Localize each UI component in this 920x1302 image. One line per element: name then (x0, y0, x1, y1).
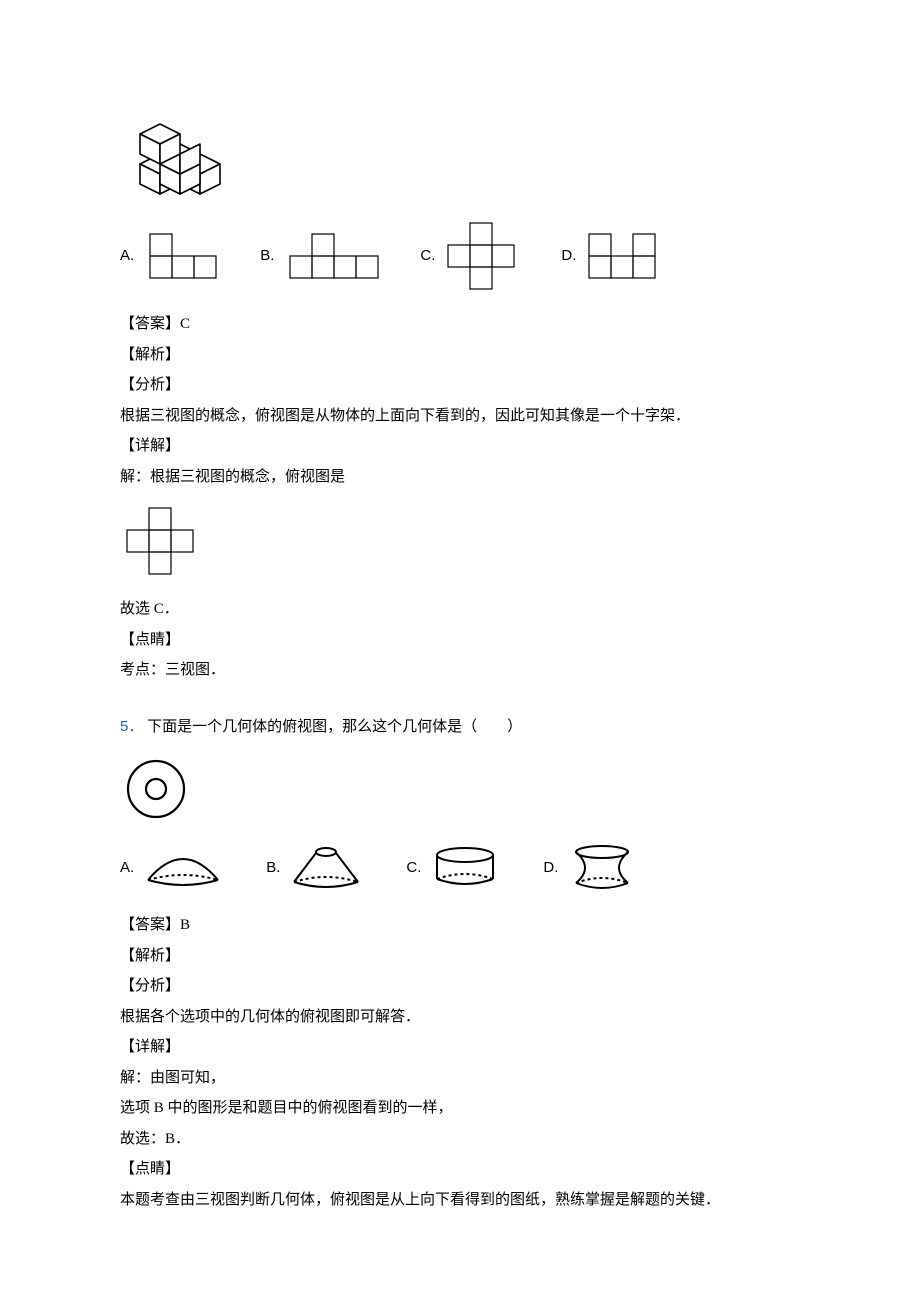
q5-fenxi-label: 【分析】 (120, 972, 800, 1001)
q5-guxuan: 故选：B． (120, 1125, 800, 1154)
q4-option-c: C. (420, 220, 521, 292)
cubes-isometric (120, 102, 240, 202)
q4-option-a-figure (140, 229, 220, 284)
q5-option-a: A. (120, 846, 226, 890)
option-label: D. (561, 242, 576, 271)
q5-option-c: C. (406, 845, 503, 891)
option-label: A. (120, 854, 134, 883)
q5-option-b-figure (286, 844, 366, 892)
q5-option-c-figure (427, 845, 503, 891)
q5-answer-label: 【答案】B (120, 911, 800, 940)
q4-option-a: A. (120, 229, 220, 284)
option-label: A. (120, 242, 134, 271)
option-label: B. (266, 854, 280, 883)
q5-dianjing-label: 【点睛】 (120, 1155, 800, 1184)
q4-options-row: A. B. C. (120, 220, 800, 292)
q4-xiangjie-label: 【详解】 (120, 432, 800, 461)
q5-stem-line: 5． 下面是一个几何体的俯视图，那么这个几何体是（ ） (120, 713, 800, 742)
q5-number: 5． (120, 718, 143, 735)
option-label: C. (420, 242, 435, 271)
q4-guxuan: 故选 C． (120, 595, 800, 624)
q5-xiangjie-line1: 解：由图可知， (120, 1064, 800, 1093)
q4-fenxi-text: 根据三视图的概念，俯视图是从物体的上面向下看到的，因此可知其像是一个十字架． (120, 402, 800, 431)
q5-dianjing-text: 本题考查由三视图判断几何体，俯视图是从上向下看得到的图纸，熟练掌握是解题的关键． (120, 1186, 800, 1215)
q5-top-view-figure (120, 753, 800, 825)
q4-option-d-figure (582, 229, 662, 284)
q4-option-b-figure (280, 229, 380, 284)
q4-option-d: D. (561, 229, 662, 284)
q5-stem-text: 下面是一个几何体的俯视图，那么这个几何体是（ ） (147, 719, 522, 735)
q4-fenxi-label: 【分析】 (120, 371, 800, 400)
q5-option-d: D. (543, 843, 640, 893)
plus-figure (120, 503, 200, 583)
q4-option-b: B. (260, 229, 380, 284)
option-label: D. (543, 854, 558, 883)
q4-answer-label: 【答案】C (120, 310, 800, 339)
option-label: C. (406, 854, 421, 883)
q4-option-c-figure (441, 220, 521, 292)
spacer (120, 687, 800, 711)
q4-jiexi-label: 【解析】 (120, 341, 800, 370)
q5-option-a-figure (140, 846, 226, 890)
q4-dianjing-label: 【点睛】 (120, 626, 800, 655)
q5-options-row: A. B. C. (120, 843, 800, 893)
q5-jiexi-label: 【解析】 (120, 942, 800, 971)
q5-option-b: B. (266, 844, 366, 892)
q4-solution-figure (120, 503, 800, 583)
q5-fenxi-text: 根据各个选项中的几何体的俯视图即可解答． (120, 1003, 800, 1032)
concentric-circles (120, 753, 192, 825)
q4-xiangjie-text: 解：根据三视图的概念，俯视图是 (120, 463, 800, 492)
option-label: B. (260, 242, 274, 271)
q4-dianjing-text: 考点：三视图． (120, 656, 800, 685)
q5-option-d-figure (564, 843, 640, 893)
q4-isometric-figure (120, 102, 800, 202)
q5-xiangjie-label: 【详解】 (120, 1033, 800, 1062)
q5-xiangjie-line2: 选项 B 中的图形是和题目中的俯视图看到的一样， (120, 1094, 800, 1123)
